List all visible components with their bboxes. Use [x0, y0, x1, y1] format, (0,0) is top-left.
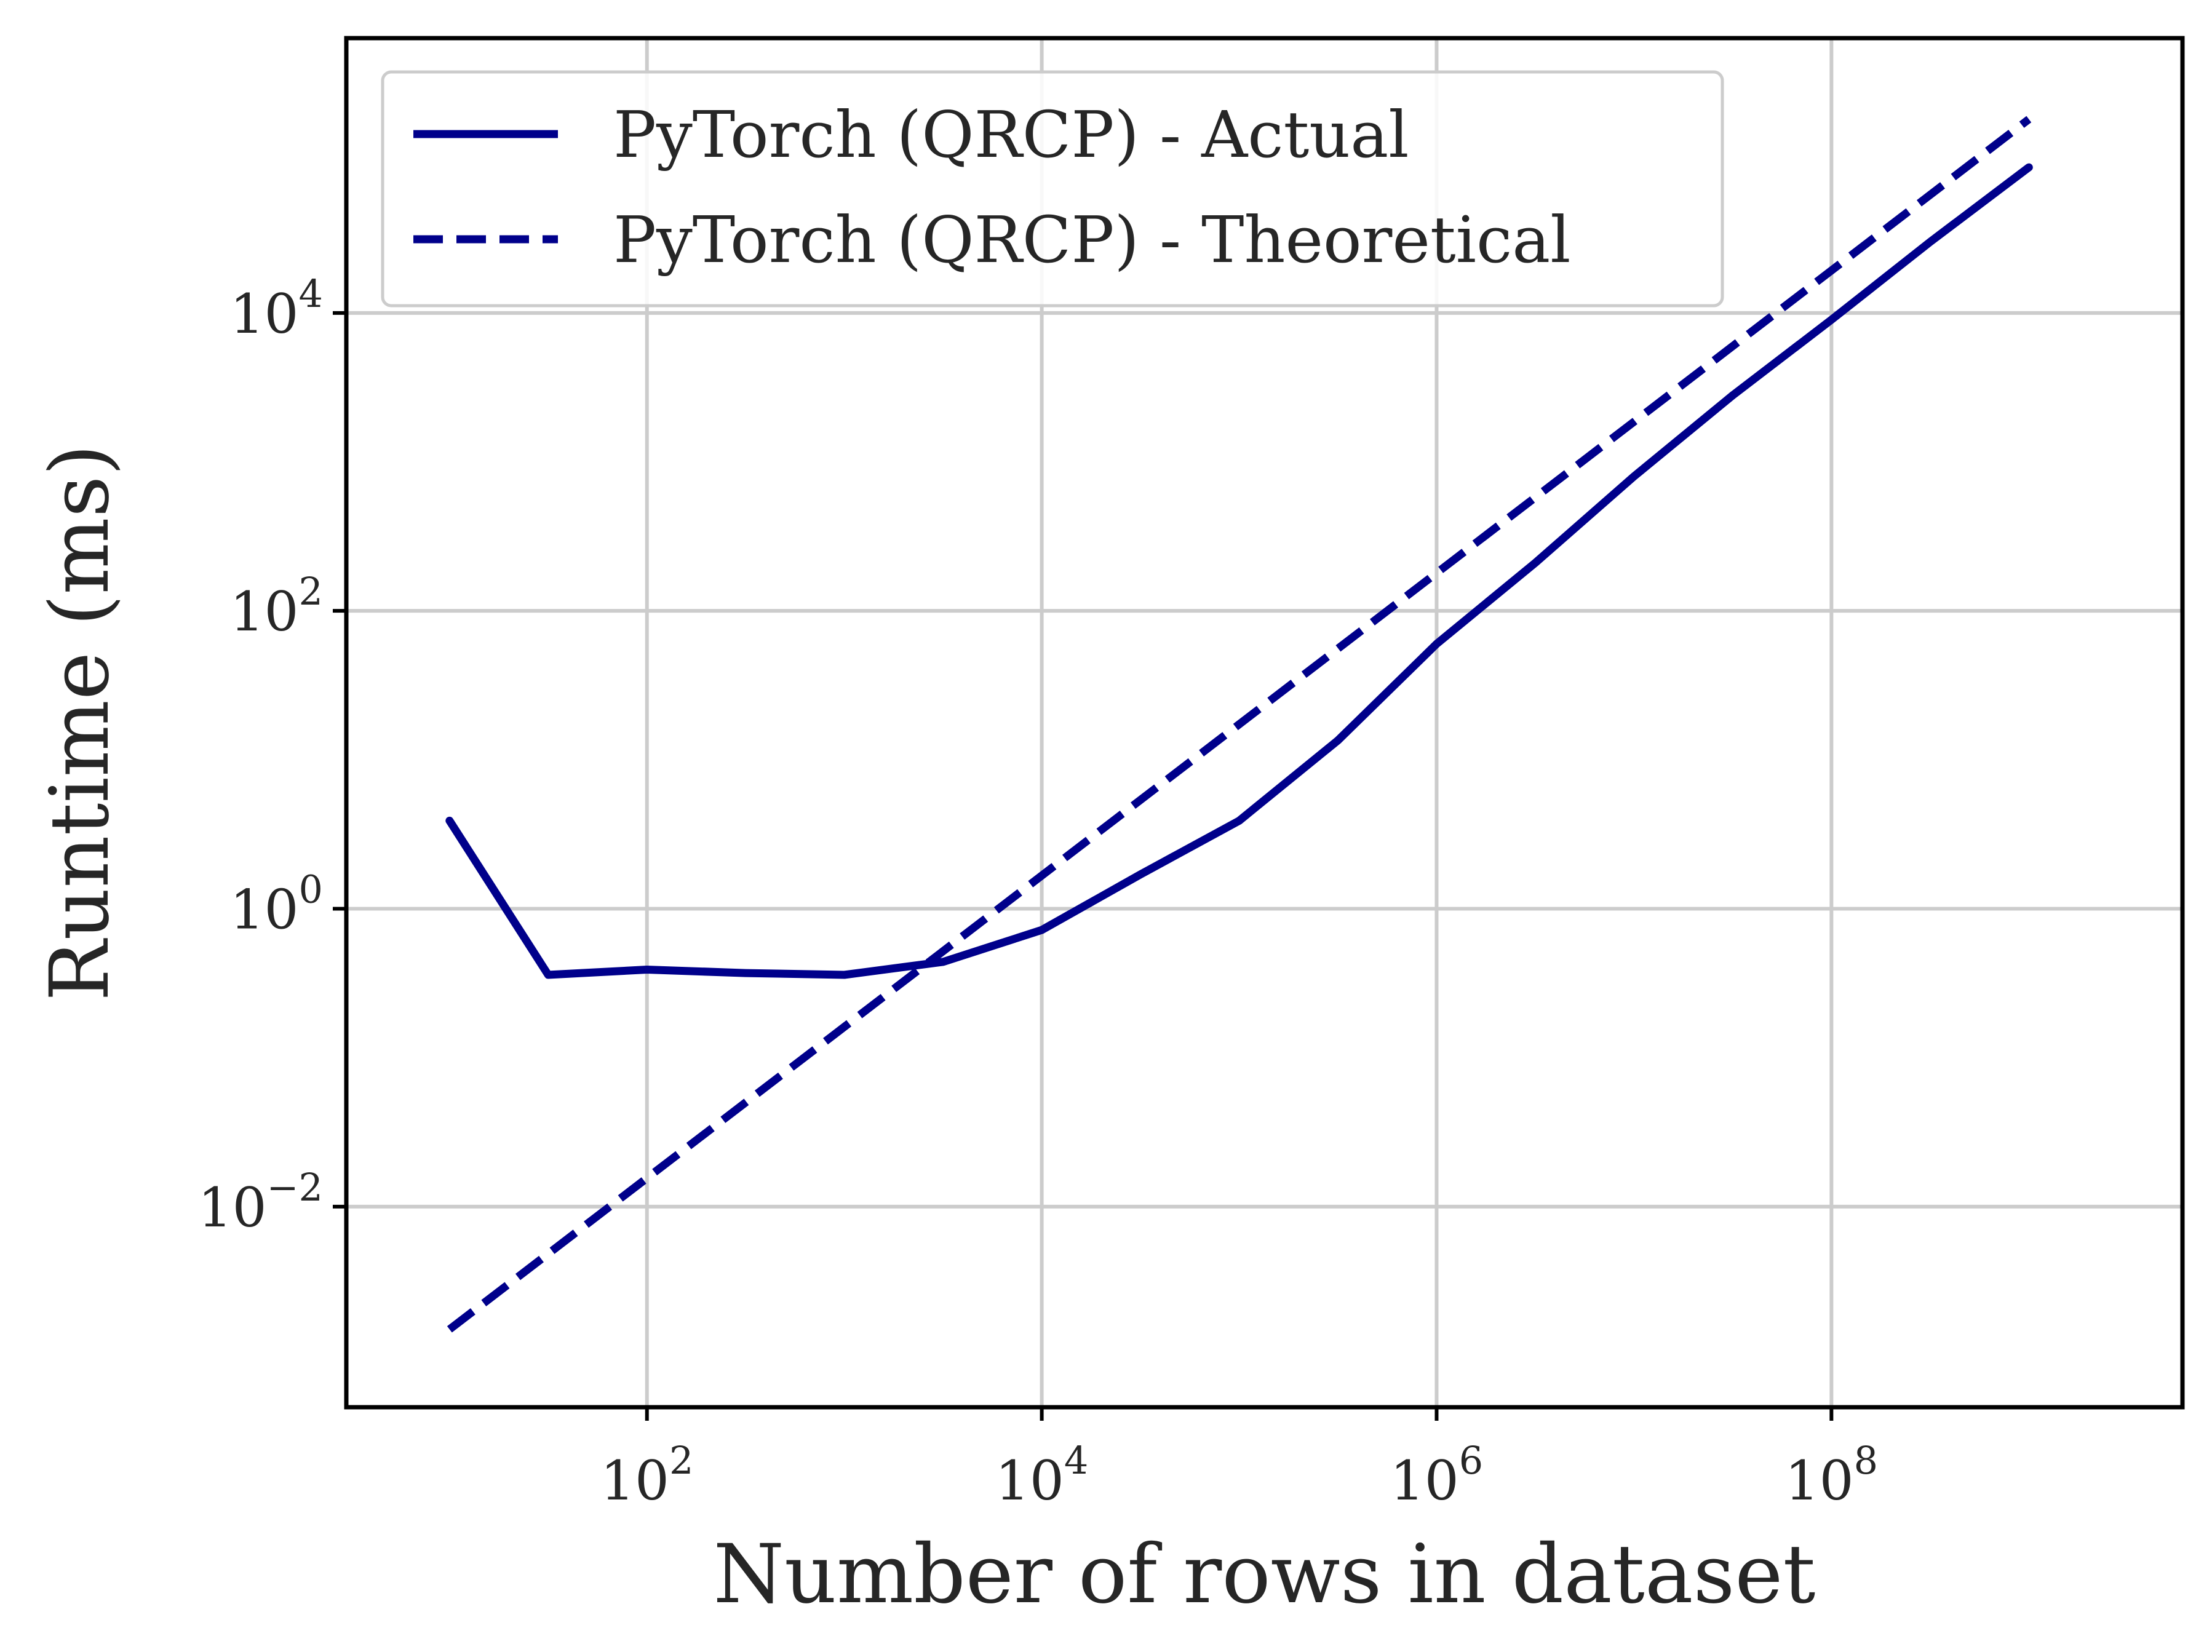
legend: PyTorch (QRCP) - Actual PyTorch (QRCP) - … [381, 70, 1724, 308]
x-tick-base: 10 [600, 1449, 669, 1512]
x-axis-label: Number of rows in dataset [714, 1527, 1816, 1622]
x-tick-exponent: 2 [669, 1438, 693, 1483]
y-axis-label: Runtime (ms) [33, 444, 127, 1001]
series-layer [445, 116, 2033, 1333]
y-tick-exponent: −2 [267, 1165, 323, 1210]
x-axis: 102 104 106 108 [600, 1407, 1878, 1512]
x-tick-base: 10 [1390, 1449, 1459, 1512]
legend-box [381, 70, 1724, 308]
series-line-theoretical [447, 116, 2032, 1333]
x-tick-label: 104 [995, 1438, 1088, 1512]
plot-frame [344, 36, 2185, 1410]
legend-label-actual: PyTorch (QRCP) - Actual [613, 97, 1409, 172]
y-tick-base: 10 [230, 878, 299, 942]
y-tick-exponent: 0 [299, 867, 323, 912]
x-tick-label: 106 [1390, 1438, 1483, 1512]
x-tick-base: 10 [1785, 1449, 1854, 1512]
y-tick-exponent: 4 [299, 271, 323, 316]
y-tick-base: 10 [198, 1176, 267, 1239]
x-tick-base: 10 [995, 1449, 1064, 1512]
x-tick-label: 102 [600, 1438, 693, 1512]
y-tick-exponent: 2 [299, 569, 323, 614]
y-tick-base: 10 [230, 282, 299, 346]
y-tick-label: 104 [230, 271, 323, 346]
x-tick-label: 108 [1785, 1438, 1878, 1512]
y-tick-label: 102 [230, 569, 323, 643]
x-tick-exponent: 8 [1854, 1438, 1878, 1483]
series-line-actual [445, 163, 2033, 979]
x-tick-exponent: 4 [1064, 1438, 1088, 1483]
y-tick-label: 100 [230, 867, 323, 942]
x-tick-exponent: 6 [1459, 1438, 1483, 1483]
legend-label-theoretical: PyTorch (QRCP) - Theoretical [613, 202, 1571, 277]
y-tick-base: 10 [230, 580, 299, 643]
y-tick-label: 10−2 [198, 1165, 323, 1239]
